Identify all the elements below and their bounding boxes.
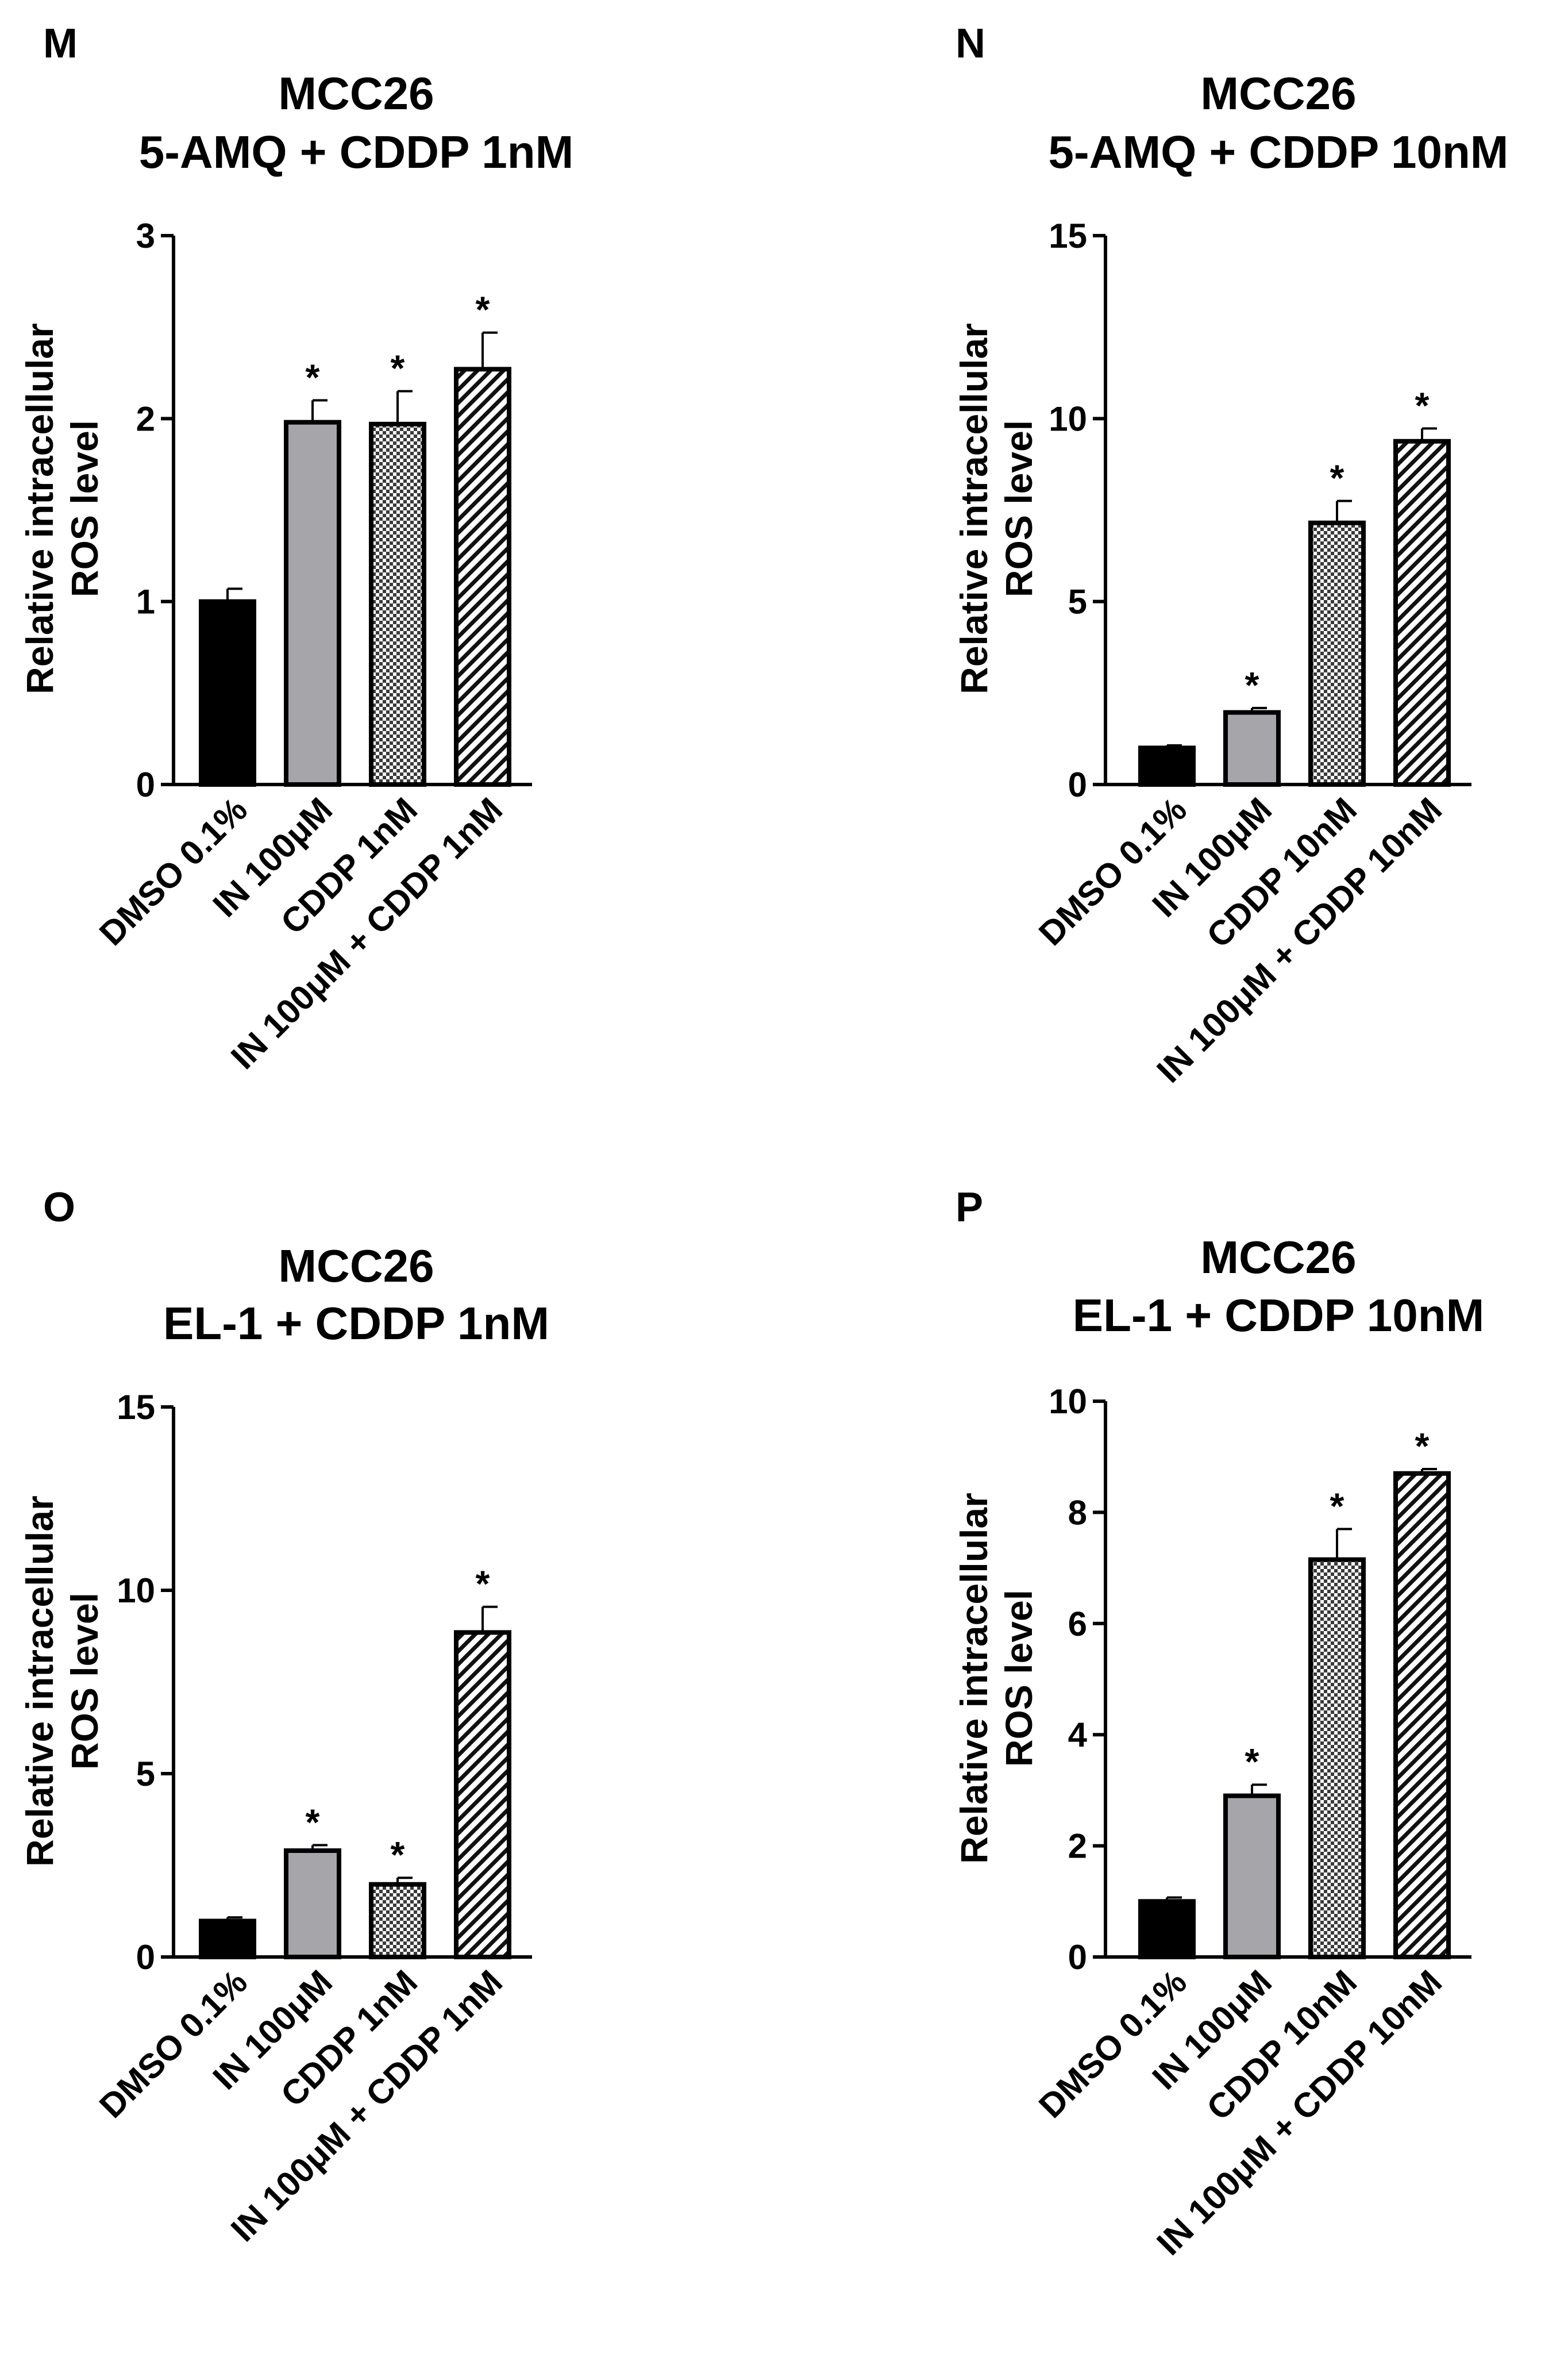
x-tick-label: DMSO 0.1%	[1031, 790, 1194, 953]
panel-letter: P	[956, 1185, 983, 1231]
significance-marker: *	[476, 289, 490, 330]
bar-4	[454, 367, 511, 787]
chart-panel-n: N MCC26 5-AMQ + CDDP 10nM Relative intracel…	[953, 21, 1508, 1090]
y-axis-label-line-1: Relative intracellular	[18, 323, 61, 694]
panel-letter: M	[43, 21, 78, 67]
bar-1	[1138, 1899, 1196, 1960]
bar-3	[369, 421, 426, 787]
y-axis-label-line-2: ROS level	[997, 1590, 1040, 1767]
significance-marker: *	[391, 348, 405, 389]
y-tick-label: 10	[1049, 1382, 1087, 1421]
bar-3	[369, 1882, 426, 1960]
y-tick-label: 0	[136, 766, 155, 804]
y-tick-label: 2	[1068, 1827, 1087, 1866]
y-axis-label-line-1: Relative intracellular	[953, 323, 995, 694]
y-tick-label: 0	[1068, 766, 1087, 804]
chart-title-line-1: MCC26	[1200, 1232, 1356, 1283]
bar-3	[1308, 1557, 1366, 1959]
y-tick-label: 5	[1068, 583, 1087, 621]
significance-marker: *	[1245, 1741, 1259, 1782]
x-tick-label: DMSO 0.1%	[1031, 1963, 1194, 2125]
significance-marker: *	[1330, 457, 1344, 499]
y-tick-label: 0	[1068, 1938, 1087, 1977]
significance-marker: *	[476, 1563, 490, 1605]
bar-4	[1393, 1471, 1451, 1959]
significance-marker: *	[1415, 1425, 1430, 1467]
chart-title-line-1: MCC26	[278, 1240, 434, 1291]
y-axis-label-line-2: ROS level	[997, 420, 1040, 597]
y-axis-label: Relative intracellular ROS level	[18, 1495, 106, 1867]
chart-title-line-1: MCC26	[278, 68, 434, 119]
y-tick-label: 1	[136, 583, 155, 621]
y-tick-label: 3	[136, 217, 155, 255]
x-tick-label: DMSO 0.1%	[92, 1963, 255, 2125]
y-axis-label-line-2: ROS level	[63, 420, 106, 597]
y-tick-label: 6	[1068, 1605, 1087, 1643]
y-tick-label: 10	[1049, 399, 1087, 438]
chart-title-line-1: MCC26	[1200, 68, 1356, 119]
panel-letter: N	[956, 21, 985, 67]
y-tick-label: 8	[1068, 1493, 1087, 1532]
x-tick-label: DMSO 0.1%	[92, 790, 255, 953]
bar-4	[454, 1630, 511, 1960]
y-axis-label: Relative intracellular ROS level	[953, 1493, 1040, 1864]
bar-2	[1223, 710, 1281, 787]
chart-panel-p: P MCC26 EL-1 + CDDP 10nM Relative intracell…	[953, 1185, 1484, 2263]
y-axis-label-line-2: ROS level	[63, 1593, 106, 1770]
significance-marker: *	[306, 357, 320, 398]
significance-marker: *	[1245, 664, 1259, 706]
y-tick-label: 15	[117, 1388, 155, 1426]
y-tick-label: 4	[1068, 1716, 1088, 1754]
y-axis-label: Relative intracellular ROS level	[18, 323, 106, 694]
bar-3	[1308, 520, 1366, 787]
bar-1	[1138, 745, 1196, 787]
y-axis-label-line-1: Relative intracellular	[953, 1493, 995, 1864]
bar-2	[1223, 1793, 1281, 1960]
y-tick-label: 10	[117, 1571, 155, 1610]
chart-title-line-2: EL-1 + CDDP 1nM	[163, 1298, 549, 1349]
panel-letter: O	[43, 1185, 75, 1231]
bar-1	[199, 1918, 256, 1960]
chart-title-line-2: 5-AMQ + CDDP 1nM	[139, 126, 573, 178]
bar-2	[284, 1848, 341, 1959]
y-tick-label: 0	[136, 1938, 155, 1977]
significance-marker: *	[1330, 1485, 1344, 1527]
chart-title-line-2: 5-AMQ + CDDP 10nM	[1049, 126, 1509, 178]
bar-4	[1393, 439, 1451, 787]
y-axis-label-line-1: Relative intracellular	[18, 1495, 61, 1867]
chart-panel-m: M MCC26 5-AMQ + CDDP 1nM Relative intracell…	[18, 21, 573, 1076]
chart-panel-o: O MCC26 EL-1 + CDDP 1nM Relative intracellu…	[18, 1185, 549, 2249]
bar-1	[199, 599, 256, 787]
significance-marker: *	[1415, 385, 1430, 426]
chart-title-line-2: EL-1 + CDDP 10nM	[1073, 1290, 1484, 1341]
significance-marker: *	[306, 1801, 320, 1843]
significance-marker: *	[391, 1834, 405, 1875]
y-tick-label: 15	[1049, 217, 1087, 255]
bar-2	[284, 420, 341, 787]
y-tick-label: 5	[136, 1755, 155, 1793]
y-axis-label: Relative intracellular ROS level	[953, 323, 1040, 694]
y-tick-label: 2	[136, 399, 155, 438]
